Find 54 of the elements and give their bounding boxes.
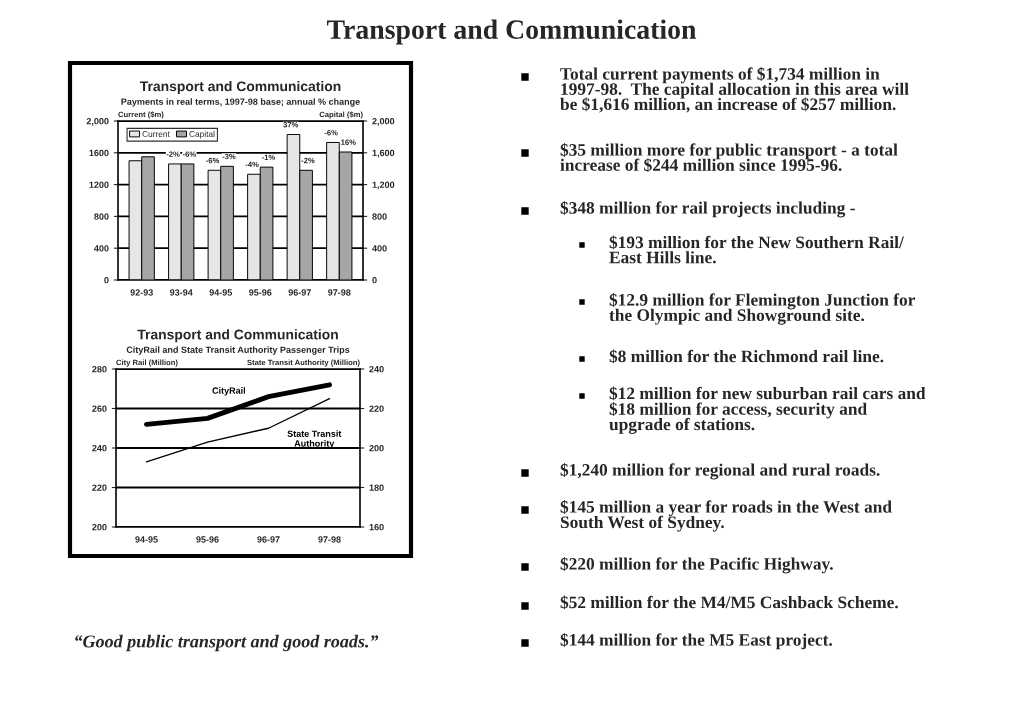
x-tick-label: 93-94 (170, 289, 193, 296)
text: $35 million more for public transport - a total increase of $244 million since 1995-96. (560, 143, 898, 173)
y-tick-label: 220 (92, 484, 107, 491)
x-tick-label: 96-97 (257, 536, 280, 543)
y-tick-label: 260 (92, 405, 107, 412)
chart-title: Transport and Communication (139, 81, 341, 94)
y2-tick-label: 220 (369, 405, 384, 412)
y-tick-label: 280 (92, 365, 107, 373)
y2-tick-label: 180 (369, 484, 384, 491)
chart-title: Transport and Communication (137, 329, 338, 343)
x-tick-label: 96-97 (288, 289, 311, 296)
y-tick-label: 240 (92, 444, 107, 452)
y-tick-label: 400 (94, 245, 109, 252)
text: Total current payments of $1,734 million in 1997-98. The capital allocation in this area will be $1,616 million, an increase of $257 million. (560, 67, 909, 113)
x-tick-label: 95-96 (249, 289, 272, 296)
y-tick-label: 2,000 (86, 117, 109, 126)
y2-tick-label: 800 (372, 213, 387, 220)
text: $8 million for the Richmond rail line. (609, 349, 884, 364)
legend-label: Capital (189, 130, 215, 139)
text: $348 million for rail projects including - (560, 201, 855, 218)
y2-tick-label: 200 (369, 444, 384, 452)
y-tick-label: 0 (104, 276, 109, 284)
text: $220 million for the Pacific Highway. (560, 557, 833, 574)
text: $145 million a year for roads in the West and South West of Sydney. (560, 500, 892, 532)
x-tick-label: 95-96 (196, 536, 219, 543)
x-tick-label: 97-98 (318, 536, 341, 543)
y2-tick-label: 240 (369, 365, 384, 373)
x-tick-label: 94-95 (209, 289, 233, 296)
x-tick-label: 97-98 (328, 289, 351, 296)
text: $193 million for the New Southern Rail/ East Hills line. (609, 235, 905, 264)
y2-tick-label: 1,600 (372, 149, 395, 158)
chart-subtitle: Payments in real terms, 1997-98 base; annual % change (121, 98, 360, 107)
x-tick-label: 92-93 (130, 289, 153, 296)
legend-label: Current (142, 131, 170, 137)
chart-subtitle: CityRail and State Transit Authority Passenger Trips (126, 346, 350, 355)
y2-tick-label: 0 (372, 276, 377, 284)
y-tick-label: 800 (94, 213, 109, 220)
text: $12.9 million for Flemington Junction for the Olympic and Showground site. (609, 293, 916, 325)
y2-tick-label: 2,000 (372, 117, 395, 126)
series-label: State Transit Authority (287, 430, 342, 449)
y2-tick-label: 160 (369, 523, 384, 531)
y2-tick-label: 1,200 (372, 181, 395, 190)
series-label: CityRail (212, 387, 246, 396)
y-tick-label: 200 (92, 523, 107, 531)
text: $12 million for new suburban rail cars and $18 million for access, security and upgrade of stations. (609, 386, 926, 434)
text: “Good public transport and good roads.” (75, 634, 379, 652)
y-tick-label: 1200 (89, 181, 109, 188)
text: $52 million for the M4/M5 Cashback Scheme. (560, 595, 898, 610)
y2-tick-label: 400 (372, 245, 387, 252)
text: $1,240 million for regional and rural roads. (560, 463, 880, 480)
text: Transport and Communication (326, 19, 697, 45)
text: $144 million for the M5 East project. (560, 633, 833, 650)
y-tick-label: 1600 (89, 149, 109, 157)
x-tick-label: 94-95 (135, 536, 158, 543)
